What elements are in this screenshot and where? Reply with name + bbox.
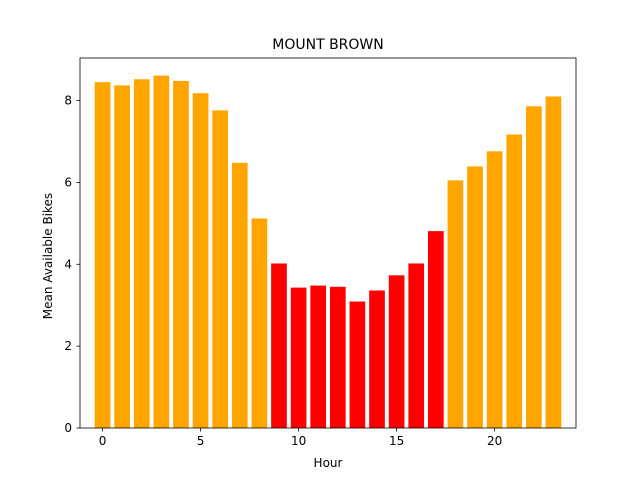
y-tick-label: 4 [64,257,72,271]
bar-hour-13 [349,301,366,428]
bar-hour-16 [408,263,425,428]
bar-hour-0 [94,82,111,429]
x-tick-label: 15 [389,434,404,448]
bar-hour-17 [427,231,444,428]
plot-frame [79,57,577,429]
bar-hour-18 [447,180,464,428]
bar-hour-23 [545,96,562,428]
bar-hour-8 [251,218,268,428]
bar-hour-2 [133,79,150,428]
chart-title: MOUNT BROWN [272,37,384,53]
x-tick-label: 20 [487,434,502,448]
bar-hour-12 [329,286,346,428]
y-tick-label: 0 [64,421,72,435]
x-tick-label: 5 [197,434,205,448]
x-tick-label: 0 [99,434,107,448]
y-tick-label: 6 [64,175,72,189]
bar-hour-15 [388,275,405,428]
x-axis-label: Hour [314,456,343,470]
bar-hour-21 [506,134,523,429]
bar-hour-22 [526,106,542,429]
axes-group: 0 5 10 15 20 0 2 4 6 8 [64,57,577,448]
bar-hour-11 [310,285,327,428]
bar-hour-19 [467,166,483,428]
y-axis-label: Mean Available Bikes [41,193,55,319]
bar-hour-6 [212,110,229,428]
bar-hour-10 [290,287,307,428]
bars-group [94,75,562,429]
bar-hour-3 [153,75,170,428]
bar-hour-1 [114,85,130,429]
bar-hour-5 [192,93,209,428]
x-tick-label: 10 [291,434,306,448]
y-tick-label: 2 [64,339,72,353]
y-tick-label: 8 [64,94,72,108]
bar-hour-7 [231,162,248,428]
bar-hour-14 [369,290,385,428]
bar-hour-9 [271,263,287,428]
bar-hour-20 [486,151,503,428]
bar-hour-4 [173,80,189,429]
